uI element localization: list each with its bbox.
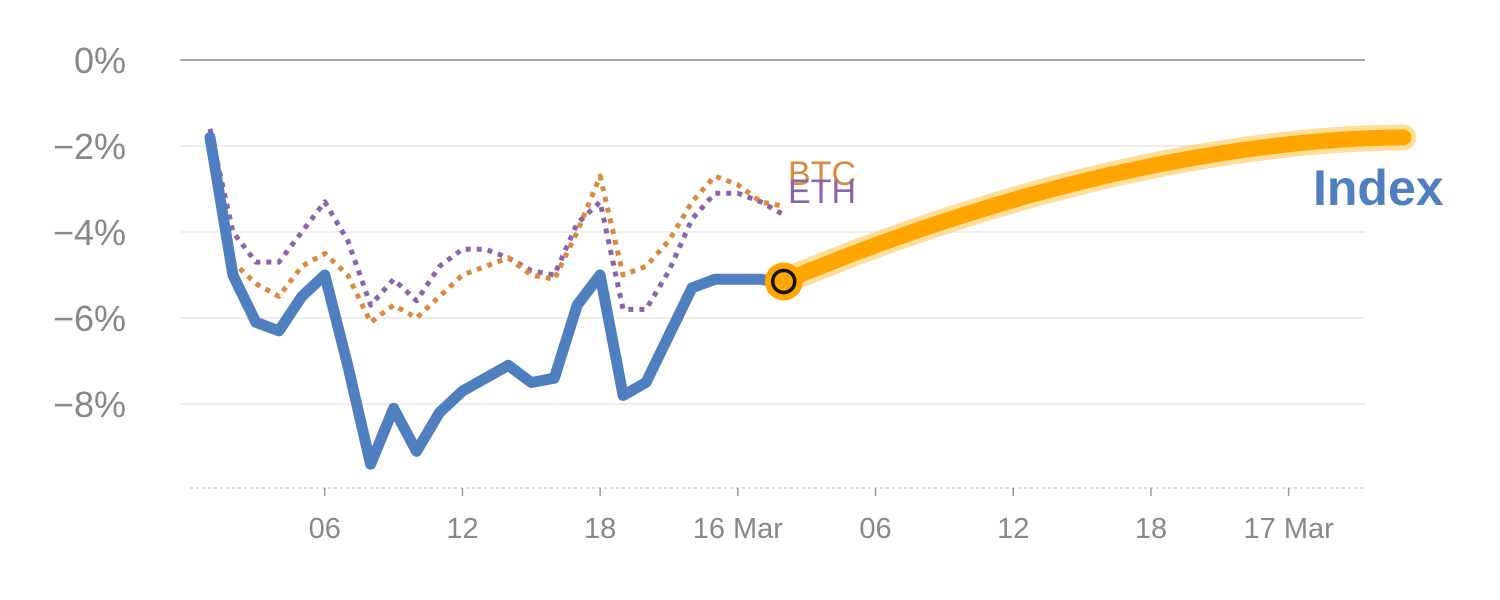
projection-line [775, 129, 1412, 290]
y-tick-label: −2% [53, 126, 126, 167]
projection-glow [770, 124, 1417, 295]
y-axis: 0% −2% −4% −6% −8% [53, 40, 126, 425]
x-tick-label: 16 Mar [693, 513, 784, 545]
y-tick-label: −6% [53, 298, 126, 339]
x-tick-label: 12 [997, 513, 1029, 545]
series-label-index: Index [1313, 160, 1444, 216]
y-tick-label: 0% [74, 40, 126, 81]
series-line-index [204, 131, 790, 470]
x-axis: 06 12 18 16 Mar 06 12 18 17 Mar [190, 487, 1365, 545]
series-lines [204, 128, 790, 470]
series-label-eth: ETH [788, 173, 856, 211]
y-tick-label: −4% [53, 212, 126, 253]
projection-marker [771, 268, 797, 295]
y-tick-label: −8% [53, 384, 126, 425]
x-tick-label: 06 [309, 513, 341, 545]
x-tick-label: 18 [1135, 513, 1167, 545]
grid-lines [180, 59, 1365, 405]
series-line-btc [207, 141, 785, 325]
x-tick-label: 18 [584, 513, 616, 545]
series-label-btc: BTC [788, 155, 856, 193]
projection-line [764, 124, 1417, 301]
x-tick-label: 12 [446, 513, 478, 545]
x-tick-label: 17 Mar [1244, 513, 1335, 545]
series-line-eth [207, 128, 786, 312]
x-tick-label: 06 [859, 513, 891, 545]
